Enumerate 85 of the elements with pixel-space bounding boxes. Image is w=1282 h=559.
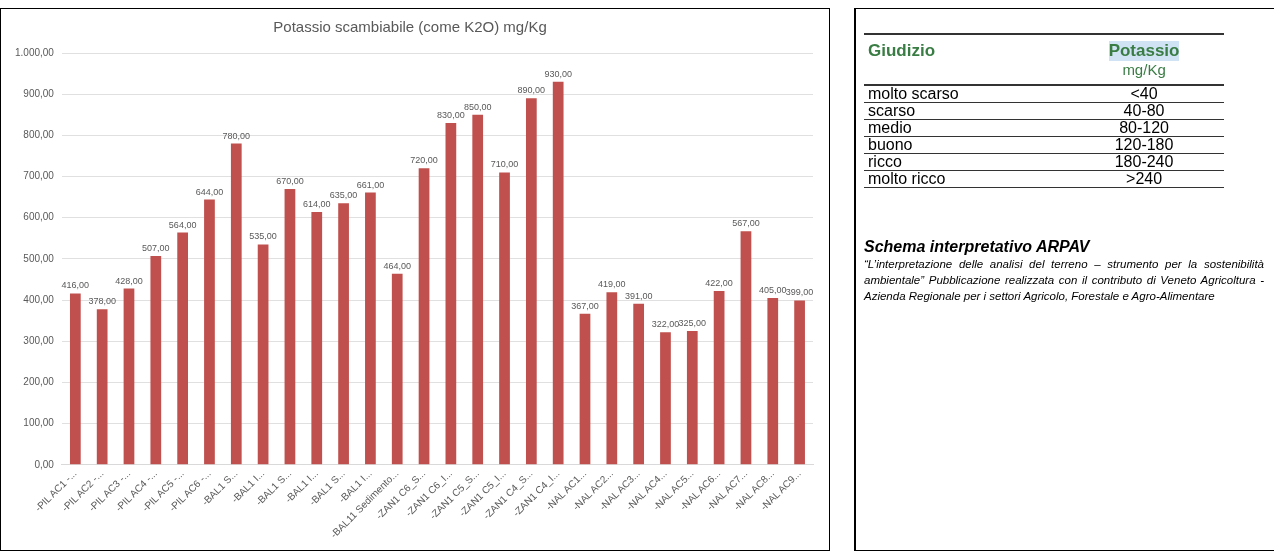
data-label: 428,00	[115, 275, 143, 286]
y-tick-label: 700,00	[23, 170, 55, 182]
data-label: 405,00	[759, 285, 787, 295]
bar	[257, 244, 269, 465]
bar	[204, 199, 215, 465]
y-tick-label: 800,00	[23, 129, 55, 141]
bar	[686, 330, 698, 465]
data-label: 325,00	[678, 317, 707, 328]
chart-title: Potassio scambiabile (come K2O) mg/Kg	[273, 18, 547, 36]
bar	[606, 292, 618, 465]
data-label: 422,00	[705, 278, 733, 288]
text: 120-180	[1064, 136, 1224, 154]
bar	[767, 298, 779, 465]
data-label: 419,00	[598, 279, 626, 290]
y-tick-label: 400,00	[23, 293, 55, 305]
data-label: 644,00	[195, 186, 224, 197]
bar	[713, 291, 725, 465]
bar	[472, 114, 484, 465]
y-tick-label: 200,00	[23, 376, 55, 388]
data-label: 416,00	[61, 280, 90, 291]
data-label: 830,00	[437, 109, 465, 120]
text: buono	[864, 136, 1065, 154]
bar	[660, 332, 671, 465]
data-label: 710,00	[490, 159, 519, 170]
data-label: 507,00	[142, 243, 170, 253]
data-label: 850,00	[463, 101, 492, 112]
data-label: 399,00	[785, 287, 814, 298]
bar	[579, 313, 591, 465]
data-label: 720,00	[410, 155, 438, 166]
text: ricco	[864, 153, 1065, 171]
bar	[633, 303, 645, 465]
text: 180-240	[1064, 153, 1224, 171]
bar	[418, 168, 430, 465]
bar	[499, 172, 510, 465]
data-label: 930,00	[544, 68, 572, 79]
text: medio	[864, 119, 1065, 137]
y-tick-label: 900,00	[23, 87, 55, 99]
text: Potassio	[1108, 41, 1180, 61]
text: mg/Kg	[1121, 61, 1167, 78]
text: scarso	[864, 102, 1065, 120]
bar	[150, 256, 162, 465]
text: Giudizio	[864, 34, 1065, 85]
bar	[445, 123, 457, 465]
text: Schema interpretativo ARPAV	[864, 238, 1092, 256]
data-label: 635,00	[329, 190, 358, 201]
data-label: 614,00	[302, 198, 331, 209]
data-label: 567,00	[732, 218, 760, 229]
bar	[365, 192, 376, 465]
text: <40	[1064, 85, 1224, 103]
y-tick-label: 300,00	[23, 335, 55, 346]
bar	[311, 211, 323, 465]
y-tick-label: 100,00	[23, 417, 55, 429]
bar	[391, 273, 403, 465]
text: molto scarso	[864, 85, 1065, 103]
bar	[230, 143, 242, 465]
bar	[123, 288, 135, 465]
y-tick-label: 500,00	[23, 252, 55, 264]
data-label: 564,00	[168, 219, 197, 230]
text: “L’interpretazione delle analisi del terreno – strumento per la sostenibilità ambientale” Pubblicazione realizzata con il contributo di Veneto Agricoltura - Azienda Regionale per i settori Agricolo, Forestale e Agro-Alimentare	[864, 257, 1264, 304]
bar	[740, 231, 752, 465]
y-tick-label: 0,00	[34, 458, 55, 470]
text: 40-80	[1064, 102, 1224, 120]
text: >240	[1064, 170, 1224, 188]
data-label: 378,00	[88, 296, 116, 307]
bar	[338, 203, 349, 465]
data-label: 890,00	[517, 85, 546, 96]
y-tick-label: 1.000,00	[14, 46, 55, 58]
data-label: 367,00	[571, 300, 599, 311]
data-label: 322,00	[651, 319, 680, 330]
bar	[177, 232, 188, 465]
data-label: 780,00	[222, 130, 251, 141]
bar	[525, 98, 537, 465]
bar	[284, 188, 296, 465]
data-label: 661,00	[356, 179, 385, 190]
data-label: 535,00	[249, 231, 277, 242]
data-label: 464,00	[383, 260, 411, 271]
bar	[96, 309, 108, 465]
data-label: 391,00	[624, 290, 653, 301]
y-tick-label: 600,00	[23, 211, 55, 223]
bar	[69, 293, 81, 465]
bar	[552, 81, 564, 465]
bar	[794, 300, 805, 465]
data-label: 670,00	[276, 175, 304, 186]
text: 80-120	[1064, 119, 1224, 137]
text: molto ricco	[864, 170, 1065, 188]
